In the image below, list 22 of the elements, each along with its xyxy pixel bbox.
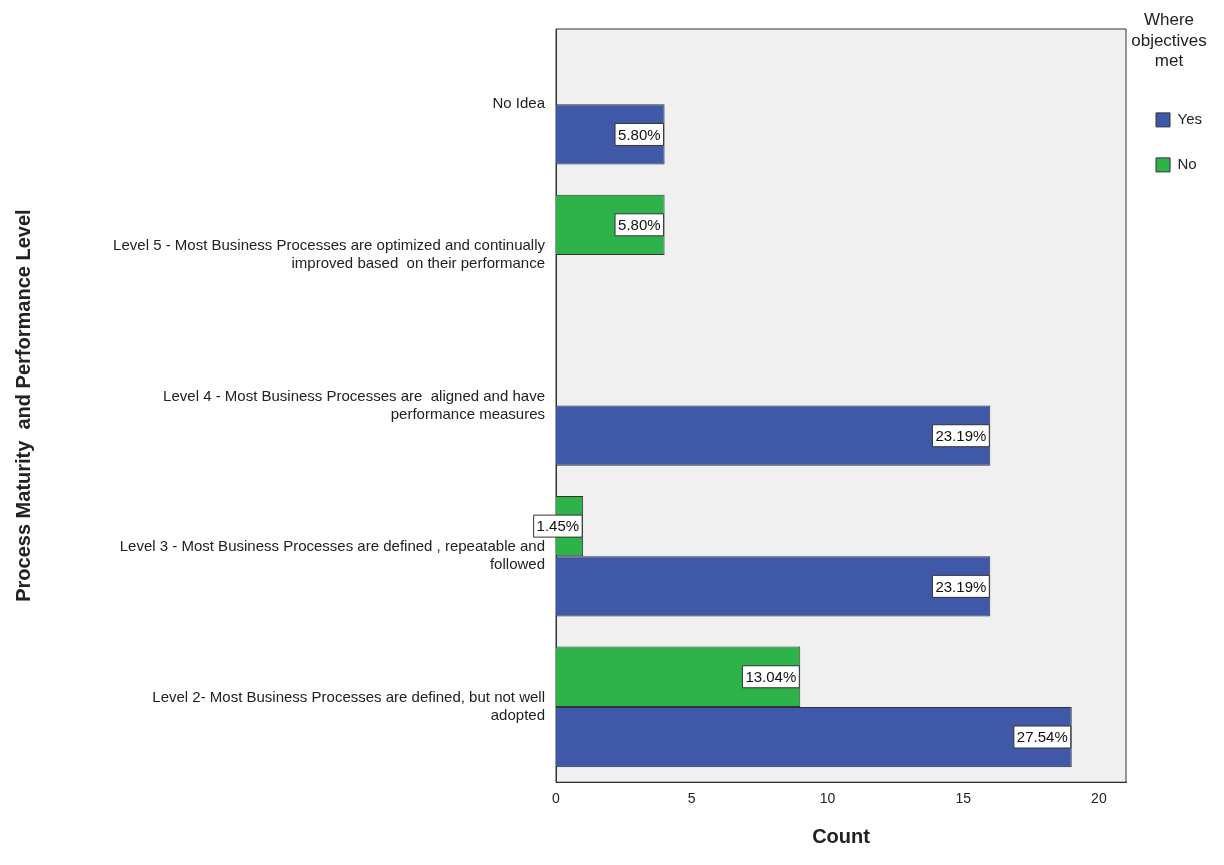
y-tick-label: Level 5 - Most Business Processes are optimized and continually improved based on their performance [113,236,546,272]
legend-label: No [1177,155,1197,173]
annotation: 23.19% [935,577,987,595]
annotation: 1.45% [536,517,580,535]
y-axis-title: Process Maturity and Performance Level [11,209,34,602]
x-tick-label: 5 [687,790,696,807]
x-axis-title: Count [812,824,871,847]
x-tick-label: 20 [1091,790,1107,807]
annotation: 5.80% [618,125,661,143]
annotation: 27.54% [1016,728,1068,746]
legend-label: Yes [1177,110,1203,128]
x-tick-label: 0 [552,790,561,807]
y-tick-label: Level 4 - Most Business Processes are aligned and have performance measures [163,386,545,422]
annotation: 23.19% [935,426,987,444]
annotation: 5.80% [618,215,661,233]
y-tick-label: No Idea [492,94,546,112]
x-tick-label: 10 [819,790,836,807]
legend-title: Where objectives met [1131,10,1207,70]
annotation: 13.04% [745,667,797,685]
x-tick-label: 15 [955,790,972,807]
y-tick-label: Level 2- Most Business Processes are defined, but not well adopted [152,688,545,724]
y-tick-label: Level 3 - Most Business Processes are defined , repeatable and followed [119,537,545,573]
